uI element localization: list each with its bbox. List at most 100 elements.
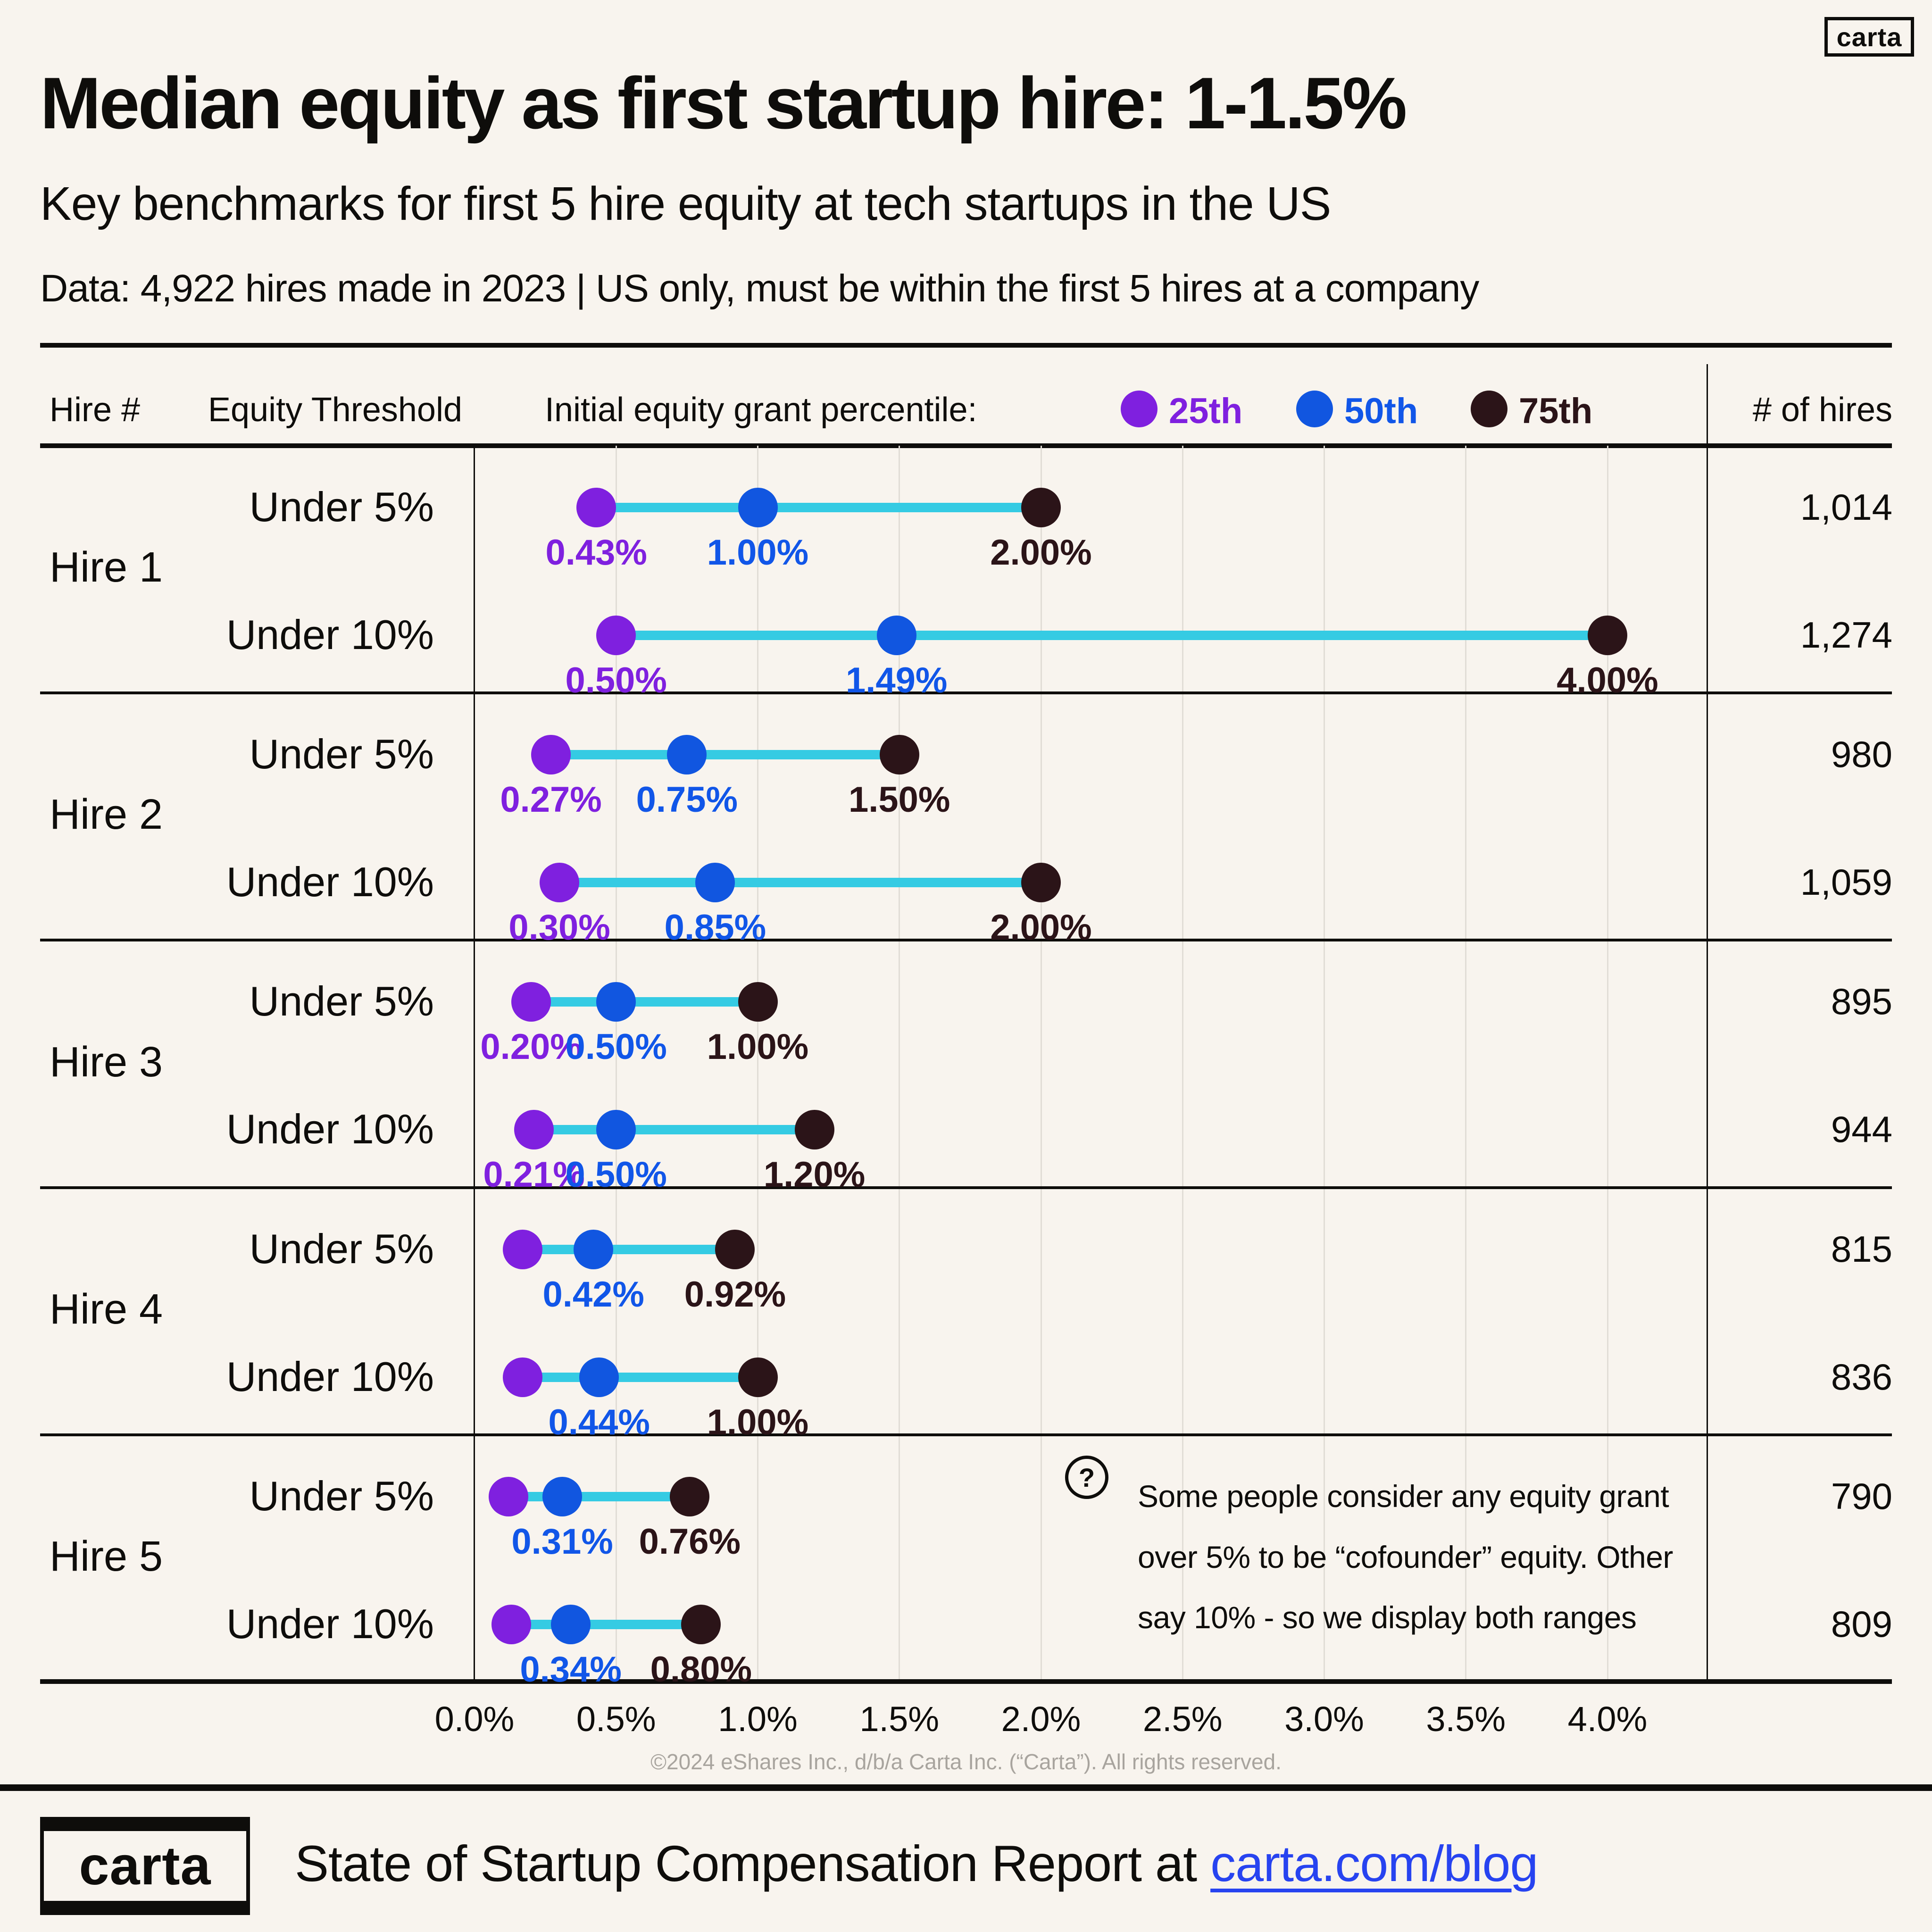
25th-percentile-dot [503,1229,543,1269]
75th-percentile-value-label: 0.92% [684,1274,786,1315]
hires-count: 944 [1831,1108,1892,1150]
annotation-note: Some people consider any equity grant ov… [1138,1479,1673,1635]
75th-percentile-dot [1588,616,1627,655]
75th-percentile-dot [1021,488,1061,527]
50th-percentile-value-label: 0.44% [548,1402,650,1442]
25th-percentile-dot [596,616,636,655]
25th-percentile-dot [511,982,551,1022]
50th-percentile-dot [738,488,778,527]
threshold-row-label: Under 5% [249,978,434,1025]
threshold-row-label: Under 5% [249,1225,434,1272]
gridline-2.0% [1040,446,1042,1682]
column-header-hire: Hire # [50,391,141,429]
carta-logo-footer-text: carta [79,1836,211,1896]
25th-percentile-value-label: 0.43% [545,533,647,573]
75th-percentile-dot [738,1357,778,1397]
25th-percentile-dot [576,488,616,527]
threshold-row-label: Under 5% [249,1472,434,1519]
threshold-row-label: Under 10% [226,858,434,906]
75th-percentile-value-label: 1.00% [707,1402,809,1442]
percentile-range-line [559,878,1041,888]
50th-percentile-dot [542,1476,583,1516]
50th-percentile-dot [667,735,707,775]
25th-percentile-dot [491,1604,532,1644]
carta-logo-top-text: carta [1836,22,1902,52]
percentile-range-line [523,1372,758,1382]
question-mark-glyph: ? [1078,1462,1095,1492]
group-divider [40,939,1892,942]
50th-percentile-value-label: 1.00% [707,533,809,573]
50th-percentile-value-label: 0.75% [636,780,738,820]
x-axis-tick-3.5%: 3.5% [1426,1699,1506,1739]
x-axis-tick-1.5%: 1.5% [859,1699,940,1739]
percentile-range-line [616,631,1607,640]
threshold-row-label: Under 5% [249,731,434,778]
column-header-hires: # of hires [1752,391,1892,429]
footer-report-text: State of Startup Compensation Report at [295,1835,1211,1892]
plot-left-spine [474,446,475,1682]
carta-logo-footer: carta [40,1817,250,1915]
group-divider [40,691,1892,695]
50th-percentile-value-label: 0.50% [565,1155,667,1195]
hire-group-label: Hire 4 [50,1285,163,1333]
75th-percentile-value-label: 0.76% [639,1521,741,1562]
hires-count: 1,274 [1800,614,1892,656]
gridline-0.5% [615,446,617,1682]
gridline-3.0% [1324,446,1325,1682]
50th-percentile-value-label: 0.31% [511,1521,613,1562]
group-divider [40,1433,1892,1436]
hires-count: 1,014 [1800,486,1892,528]
50th-percentile-dot [876,616,916,655]
50th-percentile-dot [579,1357,619,1397]
75th-percentile-value-label: 2.00% [990,908,1092,948]
legend-label-75th: 75th [1519,391,1593,431]
x-axis-tick-3.0%: 3.0% [1284,1699,1364,1739]
footer-divider [0,1784,1932,1791]
carta-logo-top: carta [1824,17,1914,57]
question-mark-icon: ? [1065,1456,1108,1499]
50th-percentile-dot [596,1110,636,1150]
50th-percentile-value-label: 0.34% [520,1649,622,1690]
percentile-range-line [511,1619,701,1629]
hires-column-separator [1707,364,1708,1682]
25th-percentile-dot [514,1110,554,1150]
75th-percentile-value-label: 4.00% [1557,660,1658,700]
25th-percentile-dot [531,735,571,775]
x-axis-tick-2.5%: 2.5% [1142,1699,1223,1739]
75th-percentile-value-label: 2.00% [990,533,1092,573]
hires-count: 809 [1831,1603,1892,1645]
percentile-range-line [531,997,758,1007]
page-subtitle: Key benchmarks for first 5 hire equity a… [40,177,1331,230]
percentile-range-line [551,750,899,760]
table-top-border [40,343,1892,348]
hire-group-label: Hire 3 [50,1038,163,1086]
hire-group-label: Hire 5 [50,1532,163,1580]
column-header-threshold: Equity Threshold [208,391,462,429]
x-axis-tick-0.0%: 0.0% [434,1699,515,1739]
75th-percentile-dot [715,1229,755,1269]
legend-label-25th: 25th [1169,391,1243,431]
percentile-range-line [523,1244,735,1254]
x-axis-tick-1.0%: 1.0% [718,1699,798,1739]
legend-label-50th: 50th [1344,391,1418,431]
75th-percentile-value-label: 1.50% [849,780,950,820]
hires-count: 1,059 [1800,861,1892,903]
hire-group-label: Hire 2 [50,791,163,839]
hires-count: 790 [1831,1475,1892,1517]
50th-percentile-dot [596,982,636,1022]
gridline-1.5% [899,446,900,1682]
data-note: Data: 4,922 hires made in 2023 | US only… [40,267,1479,310]
75th-percentile-dot [879,735,919,775]
footer-report-line: State of Startup Compensation Report at … [295,1834,1538,1893]
gridline-3.5% [1465,446,1467,1682]
threshold-row-label: Under 10% [226,1106,434,1153]
50th-percentile-dot [695,863,735,903]
footer-blog-link[interactable]: carta.com/blog [1210,1835,1538,1892]
25th-percentile-value-label: 0.30% [508,908,610,948]
percentile-range-line [534,1125,815,1135]
25th-percentile-value-label: 0.27% [500,780,602,820]
threshold-row-label: Under 10% [226,1353,434,1400]
25th-percentile-value-label: 0.21% [483,1155,585,1195]
75th-percentile-dot [681,1604,721,1644]
